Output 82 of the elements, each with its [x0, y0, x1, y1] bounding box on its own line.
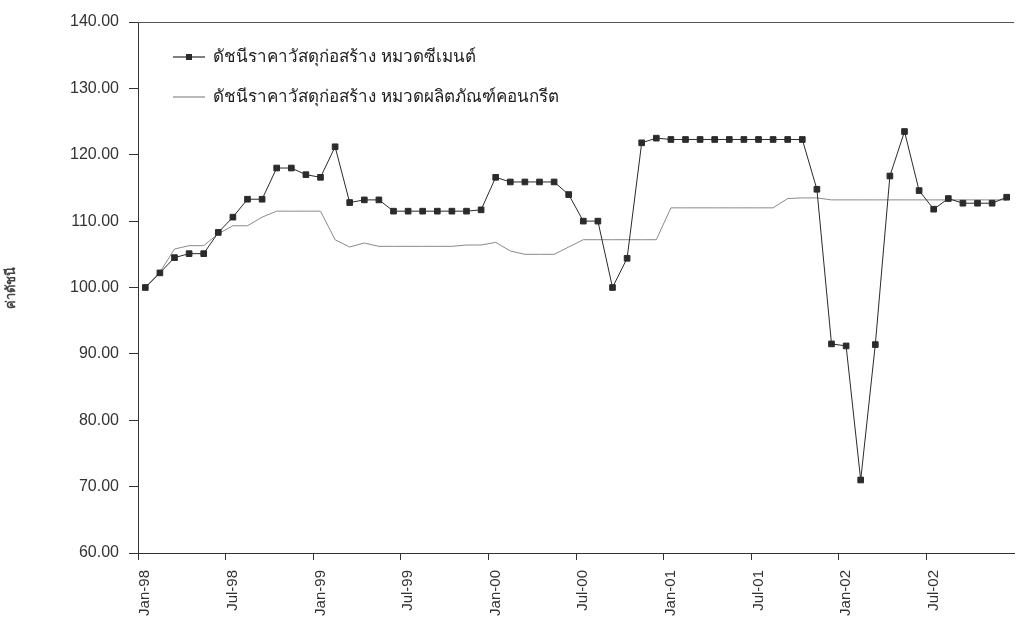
- point: [798, 136, 806, 143]
- y-tick-label: 110.00: [71, 211, 120, 229]
- point: [623, 254, 631, 262]
- x-tick-label: Jul-02: [923, 570, 941, 611]
- point: [944, 195, 952, 202]
- point: [886, 172, 894, 180]
- x-tick-label: Jul-01: [748, 570, 766, 611]
- point: [477, 206, 485, 214]
- point: [433, 207, 441, 215]
- point: [857, 476, 865, 484]
- point: [988, 199, 996, 207]
- point: [915, 187, 923, 194]
- point: [813, 185, 821, 193]
- point: [565, 191, 573, 198]
- point: [1003, 193, 1011, 201]
- point: [229, 213, 237, 221]
- y-tick-label: 70.00: [78, 477, 120, 495]
- point: [214, 229, 222, 236]
- point: [828, 340, 835, 348]
- y-tick-label: 120.00: [70, 145, 120, 163]
- point: [156, 269, 164, 277]
- x-tick-label: Jul-99: [398, 570, 416, 611]
- point: [550, 178, 558, 186]
- y-axis-title: ค่าดัชนี: [3, 266, 19, 309]
- point: [769, 136, 777, 143]
- point: [930, 205, 938, 213]
- point: [725, 136, 733, 143]
- point: [755, 136, 762, 143]
- point: [784, 136, 792, 143]
- point: [696, 136, 704, 143]
- point: [346, 199, 354, 206]
- x-tick-label: Jan-99: [310, 570, 328, 616]
- point: [375, 196, 383, 204]
- point: [331, 143, 339, 151]
- point: [244, 195, 251, 203]
- point: [171, 254, 178, 261]
- point: [302, 171, 310, 178]
- point: [506, 178, 514, 186]
- point: [842, 342, 850, 350]
- x-tick-label: Jul-98: [223, 570, 241, 611]
- x-tick-label: Jan-02: [836, 570, 854, 616]
- point: [200, 250, 208, 257]
- y-tick-label: 100.00: [70, 277, 120, 295]
- point: [463, 207, 470, 215]
- y-tick-label: 140.00: [70, 12, 120, 30]
- point: [959, 199, 967, 207]
- point: [492, 173, 500, 181]
- point: [273, 164, 281, 172]
- point: [667, 136, 675, 143]
- point: [711, 136, 719, 143]
- point: [521, 178, 529, 186]
- point: [638, 139, 646, 147]
- x-tick-label: Jan-01: [661, 570, 679, 616]
- point: [360, 196, 368, 204]
- legend-label: ดัชนีราคาวัสดุก่อสร้าง หมวดซีเมนต์: [213, 46, 476, 67]
- x-tick-label: Jan-98: [135, 570, 153, 616]
- point: [287, 164, 295, 172]
- point: [609, 284, 616, 291]
- point: [404, 207, 412, 215]
- legend-label: ดัชนีราคาวัสดุก่อสร้าง หมวดผลิตภัณฑ์คอนกรีต: [213, 86, 559, 107]
- x-tick-label: Jan-00: [485, 570, 503, 616]
- point: [682, 136, 689, 143]
- y-tick-label: 130.00: [70, 78, 120, 96]
- point: [974, 199, 981, 207]
- point: [740, 136, 748, 143]
- point: [448, 207, 456, 215]
- point: [652, 134, 660, 142]
- x-tick-label: Jul-00: [573, 570, 591, 611]
- point: [871, 341, 879, 348]
- point: [390, 207, 397, 215]
- point: [185, 250, 193, 257]
- point: [579, 217, 587, 225]
- point: [901, 128, 908, 135]
- y-tick-label: 80.00: [78, 410, 120, 428]
- point: [594, 217, 602, 225]
- point: [419, 207, 427, 215]
- point: [141, 284, 149, 291]
- point: [536, 178, 543, 186]
- y-tick-label: 90.00: [78, 344, 120, 362]
- y-tick-label: 60.00: [78, 543, 120, 561]
- point: [317, 173, 324, 181]
- point: [258, 195, 266, 203]
